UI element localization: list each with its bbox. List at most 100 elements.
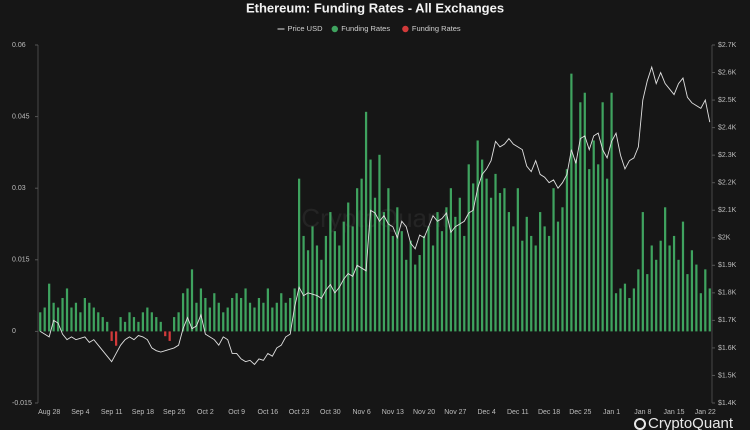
bar bbox=[427, 226, 430, 332]
bar bbox=[539, 212, 542, 332]
bar bbox=[445, 207, 448, 332]
legend-label: Price USD bbox=[288, 24, 324, 33]
y-tick-label: 0.03 bbox=[12, 185, 26, 192]
bar bbox=[400, 231, 403, 332]
bar bbox=[677, 259, 680, 332]
bar bbox=[552, 188, 555, 332]
y2-tick-label: $2.2K bbox=[718, 180, 737, 187]
bar bbox=[128, 312, 131, 332]
bar bbox=[222, 312, 225, 332]
bar bbox=[311, 226, 314, 332]
bar bbox=[164, 331, 167, 337]
y-tick-label: -0.015 bbox=[12, 400, 32, 407]
bar bbox=[373, 197, 377, 332]
bar bbox=[65, 288, 69, 332]
bar bbox=[378, 154, 381, 332]
bar bbox=[583, 92, 586, 332]
bar bbox=[547, 235, 551, 332]
bar bbox=[489, 197, 493, 332]
x-tick-label: Aug 28 bbox=[38, 409, 60, 416]
y-tick-label: 0.045 bbox=[12, 113, 30, 120]
bar bbox=[530, 235, 533, 332]
x-tick-label: Nov 27 bbox=[444, 409, 466, 416]
bar bbox=[467, 164, 470, 332]
bar bbox=[476, 140, 479, 332]
bar bbox=[347, 202, 350, 332]
bar bbox=[409, 240, 412, 332]
legend-label: Funding Rates bbox=[412, 24, 461, 33]
chart-title: Ethereum: Funding Rates - All Exchanges bbox=[246, 0, 504, 15]
bar bbox=[672, 235, 676, 332]
x-tick-label: Oct 16 bbox=[258, 409, 279, 416]
bar bbox=[565, 169, 569, 332]
bar bbox=[146, 307, 149, 332]
bar bbox=[92, 307, 95, 332]
bar bbox=[239, 297, 243, 332]
y-tick-label: 0.06 bbox=[12, 42, 26, 49]
bar bbox=[369, 159, 372, 332]
bar bbox=[632, 288, 636, 332]
legend-label: Funding Rates bbox=[341, 24, 390, 33]
bar bbox=[646, 274, 649, 332]
bar bbox=[387, 188, 390, 332]
bar bbox=[686, 274, 689, 332]
bar bbox=[137, 321, 140, 332]
x-tick-label: Dec 11 bbox=[507, 409, 529, 416]
bar bbox=[561, 207, 564, 332]
x-tick-label: Jan 15 bbox=[664, 409, 685, 416]
bar bbox=[293, 288, 296, 332]
x-tick-label: Jan 8 bbox=[634, 409, 651, 416]
bar bbox=[605, 178, 609, 332]
bar bbox=[351, 226, 354, 332]
x-tick-label: Nov 13 bbox=[382, 409, 404, 416]
bar bbox=[88, 302, 91, 332]
bar bbox=[463, 235, 466, 332]
bar bbox=[588, 169, 591, 332]
bar bbox=[320, 259, 323, 332]
bar bbox=[449, 188, 452, 332]
bar bbox=[668, 245, 671, 332]
bar bbox=[360, 178, 363, 332]
y2-tick-label: $2K bbox=[718, 235, 731, 242]
bar bbox=[97, 312, 100, 332]
bar bbox=[110, 331, 113, 341]
bar bbox=[190, 269, 194, 332]
bar bbox=[592, 140, 595, 332]
x-tick-label: Sep 18 bbox=[132, 409, 154, 416]
legend-swatch bbox=[402, 25, 409, 33]
bar bbox=[284, 302, 287, 332]
x-tick-label: Oct 30 bbox=[320, 409, 341, 416]
bar bbox=[650, 245, 653, 332]
bar bbox=[208, 307, 211, 332]
bar bbox=[173, 317, 176, 332]
y2-tick-label: $1.4K bbox=[718, 400, 737, 407]
bar bbox=[186, 288, 189, 332]
bar bbox=[628, 297, 631, 332]
bar bbox=[275, 302, 278, 332]
bar bbox=[681, 221, 685, 332]
bar bbox=[181, 293, 185, 332]
bar bbox=[204, 297, 207, 332]
bar bbox=[123, 321, 127, 332]
bar bbox=[543, 226, 546, 332]
y2-tick-label: $2.7K bbox=[718, 42, 737, 49]
bar bbox=[266, 288, 269, 332]
bar bbox=[704, 269, 707, 332]
bar bbox=[333, 231, 336, 332]
logo: CryptoQuant bbox=[634, 415, 734, 430]
y2-tick-label: $1.8K bbox=[718, 290, 737, 297]
bar bbox=[56, 307, 60, 332]
x-tick-label: Sep 25 bbox=[163, 409, 185, 416]
bar bbox=[244, 288, 247, 332]
y2-tick-label: $1.7K bbox=[718, 317, 737, 324]
bar bbox=[396, 207, 399, 332]
bar bbox=[641, 212, 644, 332]
bar bbox=[664, 207, 667, 332]
bar bbox=[601, 102, 604, 332]
bar bbox=[458, 197, 461, 332]
bar bbox=[226, 307, 229, 332]
bar bbox=[512, 226, 515, 332]
logo-text: CryptoQuant bbox=[648, 415, 734, 430]
bar bbox=[342, 221, 345, 332]
